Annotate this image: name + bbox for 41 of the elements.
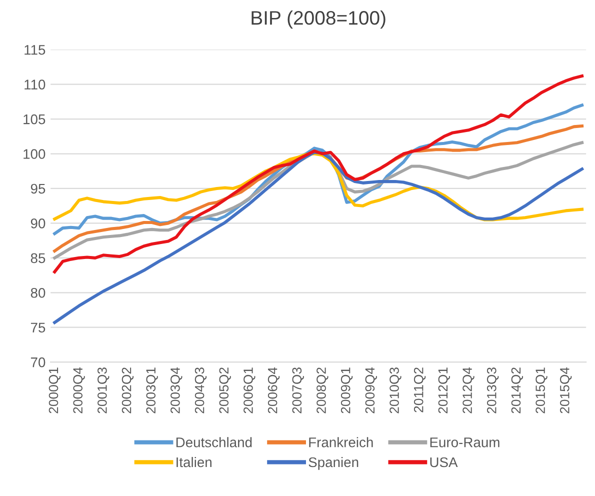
y-tick-label: 90 [30,218,46,228]
x-tick-label: 2013Q3 [486,368,499,414]
y-tick-label: 75 [30,322,46,333]
x-tick-label: 2007Q3 [292,368,304,414]
x-tick-label: 2008Q2 [316,368,328,414]
x-tick-label: 2001Q3 [98,368,110,414]
legend-label: USA [430,457,458,468]
y-tick-label: 95 [30,184,46,194]
x-tick-label: 2012Q4 [462,367,474,414]
x-tick-label: 2000Q4 [73,367,85,414]
x-tick-label: 2009Q4 [365,367,377,414]
legend-label: Italien [176,456,212,468]
x-tick-label: 2014Q2 [511,368,524,414]
line-series [53,150,584,324]
x-tick-label: 2012Q1 [438,368,450,414]
legend-label: Deutschland [176,437,252,448]
x-tick-label: 2005Q2 [219,368,231,414]
x-tick-label: 2004Q3 [194,368,207,414]
legend-label: Spanien [308,456,358,470]
x-tick-label: 2010Q3 [390,368,402,414]
y-tick-label: 115 [24,45,46,55]
x-tick-label: 2003Q4 [170,367,182,414]
legend-label: Euro-Raum [430,438,500,448]
line-series [53,74,584,274]
legend-label: Frankreich [309,437,373,448]
y-tick-label: 110 [24,80,46,90]
x-tick-label: 2011Q2 [414,368,426,412]
x-tick-label: 2006Q4 [268,367,280,414]
chart-title: BIP (2008=100) [252,10,386,29]
y-tick-label: 80 [30,288,46,298]
x-tick-label: 2015Q1 [536,368,548,414]
y-tick-label: 85 [30,253,46,264]
x-tick-label: 2000Q1 [48,368,61,414]
y-tick-label: 105 [24,114,46,124]
x-tick-label: 2006Q1 [244,368,256,414]
x-tick-label: 2015Q4 [560,367,572,414]
x-tick-label: 2003Q1 [146,368,158,414]
y-tick-label: 70 [30,357,46,368]
x-tick-label: 2002Q2 [122,368,134,414]
x-tick-label: 2009Q1 [340,368,353,414]
y-tick-label: 100 [24,149,46,159]
